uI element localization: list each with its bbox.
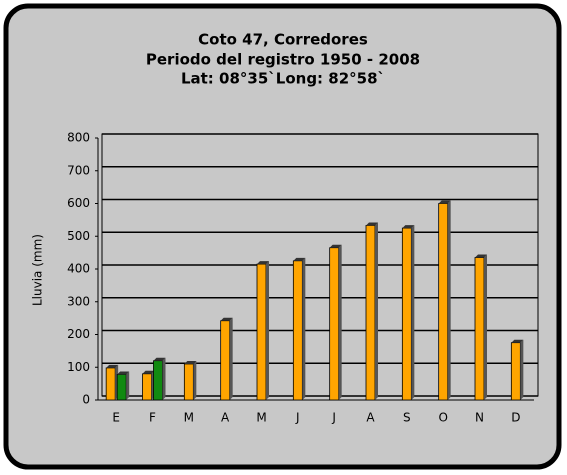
bar (365, 225, 376, 401)
x-tick-label: N (475, 411, 484, 425)
x-tick-label: M (184, 411, 194, 425)
chart-subtitle: Lat: 08°35`Long: 82°58` (181, 70, 385, 88)
bar-top (153, 357, 166, 361)
bar (116, 374, 127, 401)
bar (438, 203, 449, 401)
x-tick-label: J (295, 411, 300, 425)
bar-top (106, 364, 119, 368)
bar (142, 373, 152, 401)
bar-side (520, 339, 524, 400)
chart-subtitle: Periodo del registro 1950 - 2008 (146, 51, 420, 69)
bar-top (184, 360, 197, 364)
y-tick-label: 800 (67, 131, 90, 145)
bar (292, 260, 303, 401)
bar-top (142, 370, 155, 374)
x-tick-label: A (221, 411, 230, 425)
x-tick-label: S (403, 411, 411, 425)
bar-side (229, 317, 233, 400)
chart-title: Coto 47, Corredores (198, 31, 368, 49)
bar-top (366, 222, 378, 226)
bar (510, 342, 521, 401)
bar (220, 320, 231, 401)
bar-top (293, 257, 306, 261)
bar-side (162, 357, 166, 400)
bar-top (511, 339, 524, 343)
bar-side (375, 222, 378, 400)
bar-top (438, 200, 451, 204)
bar-side (126, 371, 130, 400)
x-tick-label: F (149, 411, 156, 425)
y-tick-label: 500 (67, 229, 90, 243)
bar-side (411, 225, 415, 400)
bar-top (257, 261, 269, 265)
bar (401, 227, 412, 401)
x-tick-label: O (438, 411, 447, 425)
x-tick-label: D (511, 411, 520, 425)
bar-top (220, 317, 233, 321)
x-tick-label: E (112, 411, 120, 425)
bar (153, 360, 163, 401)
bar-side (193, 360, 197, 400)
x-tick-label: A (366, 411, 375, 425)
x-tick-label: M (256, 411, 266, 425)
y-tick-label: 200 (67, 327, 90, 341)
y-tick-label: 600 (67, 196, 90, 210)
y-tick-label: 0 (82, 393, 90, 407)
bar-side (338, 244, 342, 400)
bar-top (402, 225, 415, 229)
bar-side (266, 261, 269, 400)
bar (183, 363, 194, 401)
bar-top (117, 371, 130, 375)
y-tick-label: 400 (67, 262, 90, 276)
y-tick-label: 100 (67, 360, 90, 374)
bar (474, 257, 485, 401)
bar-top (475, 254, 487, 258)
y-tick-label: 700 (67, 163, 90, 177)
bar-top (329, 244, 342, 248)
y-tick-label: 300 (67, 294, 90, 308)
bar-side (447, 200, 451, 400)
x-tick-label: J (331, 411, 336, 425)
y-axis-label: Lluvia (mm) (31, 234, 45, 306)
bar (329, 247, 340, 401)
bar-side (484, 254, 487, 400)
bar (256, 263, 267, 401)
bar-side (302, 257, 306, 400)
bar (105, 367, 116, 401)
